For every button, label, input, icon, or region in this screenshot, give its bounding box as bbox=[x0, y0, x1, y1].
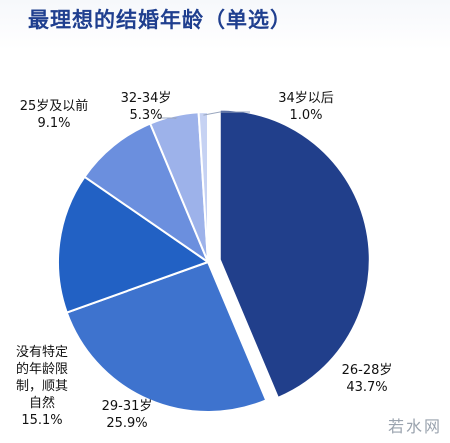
slice-label: 29-31岁 25.9% bbox=[102, 399, 153, 431]
pie-slice bbox=[218, 108, 371, 400]
slice-label: 没有特定的年龄限制，顺其自然 15.1% bbox=[16, 345, 68, 428]
slice-label: 25岁及以前 9.1% bbox=[20, 98, 89, 131]
pie-slice bbox=[83, 122, 211, 265]
pie-slices bbox=[57, 108, 371, 413]
pie-slice bbox=[57, 175, 211, 314]
slice-label: 32-34岁 5.3% bbox=[121, 91, 172, 123]
header-band bbox=[0, 0, 450, 50]
pie-slice bbox=[65, 260, 268, 413]
slice-labels: 26-28岁 43.7% 29-31岁 25.9% 没有特定的年龄限制，顺其自然 15.1… bbox=[16, 91, 392, 431]
pie-slice bbox=[197, 110, 209, 263]
watermark: 若水网 bbox=[387, 417, 442, 436]
leader-line bbox=[158, 117, 178, 120]
chart-title: 最理想的结婚年龄（单选） bbox=[28, 8, 292, 32]
slice-label: 34岁以后 1.0% bbox=[278, 91, 334, 123]
leader-lines bbox=[158, 111, 250, 120]
slice-label: 26-28岁 43.7% bbox=[342, 363, 393, 395]
leader-line bbox=[203, 111, 250, 116]
